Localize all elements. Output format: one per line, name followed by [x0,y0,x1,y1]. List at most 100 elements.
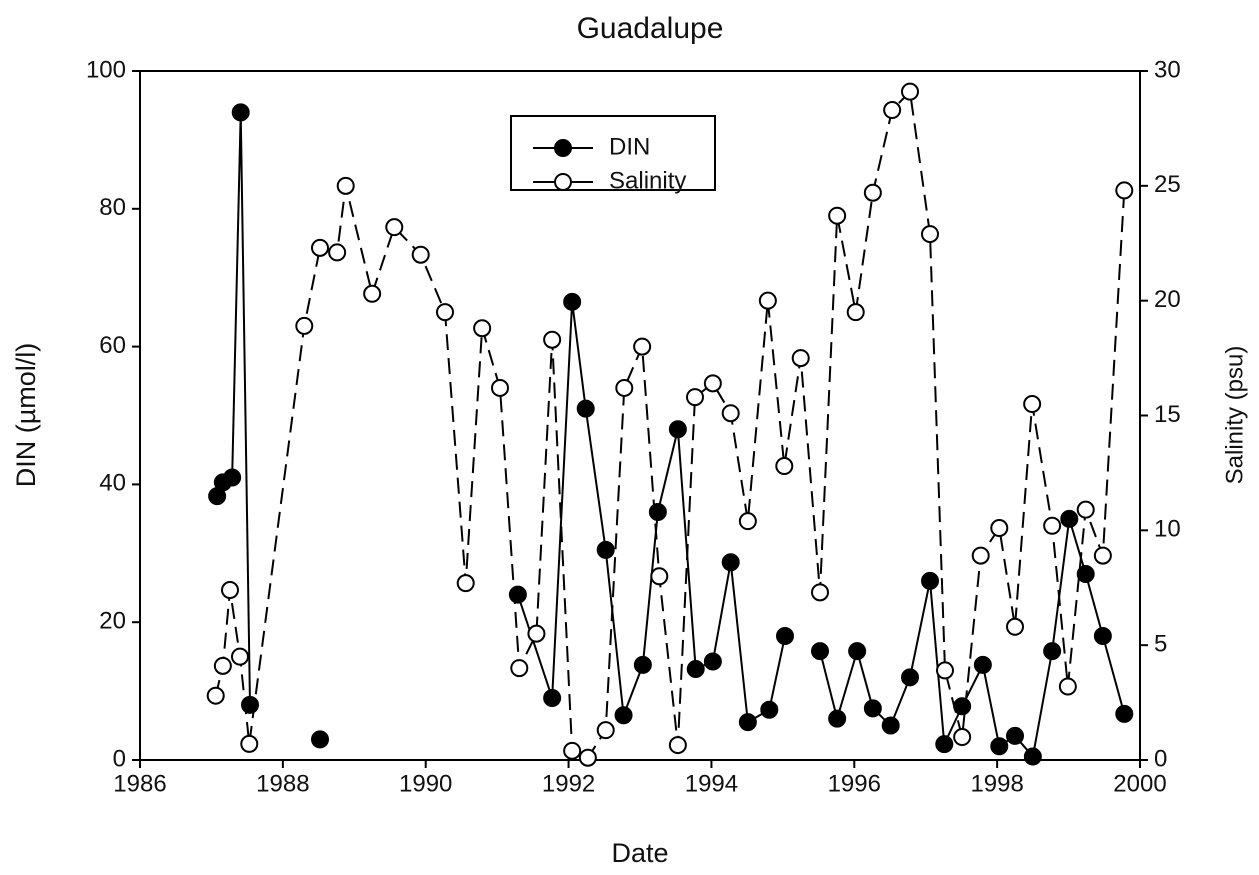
y2-tick-label: 5 [1154,631,1167,658]
data-point [363,284,382,303]
data-point [721,404,740,423]
data-point [510,659,529,678]
data-point [668,420,687,439]
y-axis-label: DIN (µmol/l) [11,343,41,488]
data-point [738,713,757,732]
data-point [615,378,634,397]
data-point [1058,677,1077,696]
y-tick-label: 60 [99,332,126,359]
legend-label: Salinity [609,167,686,194]
data-point [668,736,687,755]
data-point [563,292,582,311]
legend-label: DIN [609,133,650,160]
y2-tick-label: 20 [1154,286,1181,313]
legend-box [510,115,716,191]
data-point [973,655,992,674]
data-point [436,303,454,322]
data-point [828,206,847,225]
data-point [336,176,355,195]
data-point [473,319,492,338]
y2-tick-label: 25 [1154,171,1181,198]
data-point [686,660,705,679]
data-point [527,624,546,643]
data-point [456,574,475,593]
data-point [1115,181,1134,200]
data-point [703,374,722,393]
data-point [1076,564,1095,583]
data-point [576,399,595,418]
data-point [650,567,669,586]
data-point [563,741,582,760]
data-point [791,349,810,368]
data-point [758,291,777,310]
data-point [311,730,329,749]
x-tick-label: 1986 [113,770,166,797]
data-point [648,502,667,521]
data-point [1043,642,1062,661]
x-axis-label: Date [611,838,668,868]
x-tick-label: 1994 [685,770,738,797]
data-point [578,748,597,767]
x-tick-label: 1992 [542,770,595,797]
y-tick-label: 20 [99,608,126,635]
data-point [863,699,882,718]
data-point [901,668,919,687]
data-point [1093,546,1112,565]
y-tick-label: 80 [99,194,126,221]
data-point [901,82,919,101]
data-point [1006,726,1024,745]
y2-tick-label: 10 [1154,516,1181,543]
data-point [846,303,865,322]
data-point [411,245,430,264]
y-tick-label: 100 [86,56,126,83]
data-point [921,225,939,244]
y-tick-label: 0 [113,745,126,772]
data-point [614,706,633,725]
data-point [760,700,779,719]
data-point [311,238,329,257]
data-point [221,581,239,600]
data-point [686,388,704,407]
data-point [1023,395,1042,414]
data-point [775,457,794,476]
data-point [721,553,740,572]
data-point [1043,516,1062,535]
x-tick-label: 1996 [828,770,881,797]
chart-title: Guadalupe [577,12,724,45]
data-point [921,571,939,590]
data-point [881,716,900,735]
data-point [328,243,347,262]
legend-marker [554,173,572,191]
data-point [883,101,902,120]
data-point [936,661,954,680]
legend-marker [554,139,572,157]
data-point [543,330,562,349]
data-point [223,468,242,487]
x-tick-label: 1988 [256,770,309,797]
data-point [828,709,847,728]
data-point [863,183,882,202]
data-point [231,103,250,122]
data-point [231,647,249,666]
data-point [1023,747,1042,766]
data-point [1115,704,1134,723]
data-point [633,337,652,356]
data-point [811,583,829,602]
data-point [543,688,562,707]
y2-tick-label: 30 [1154,56,1181,83]
data-point [1076,500,1095,519]
data-point [295,316,314,335]
data-point [596,540,615,559]
data-point [990,519,1009,538]
data-point [240,734,259,753]
data-point [935,735,954,754]
data-point [1093,626,1112,645]
data-point [206,686,225,705]
data-point [596,721,615,740]
data-point [213,656,232,675]
y2-tick-label: 15 [1154,401,1181,428]
x-tick-label: 1990 [399,770,452,797]
data-point [385,218,404,237]
